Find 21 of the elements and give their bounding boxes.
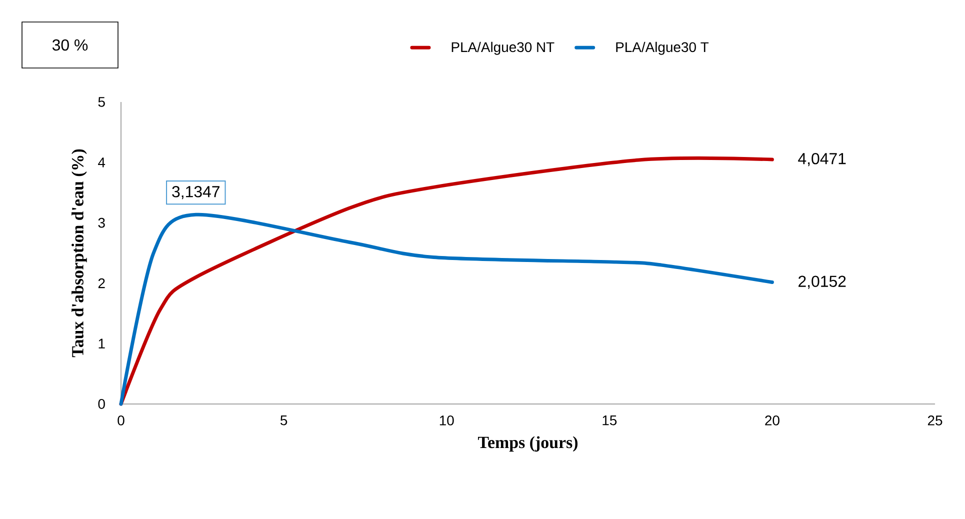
x-tick-label: 20 — [765, 416, 780, 426]
y-tick-label: 0 — [98, 399, 105, 409]
y-tick-label: 4 — [98, 158, 106, 168]
x-axis-title: Temps (jours) — [478, 436, 578, 452]
x-tick-label: 15 — [602, 416, 617, 426]
y-tick-label: 3 — [98, 218, 105, 228]
legend-label: PLA/Algue30 NT — [452, 42, 554, 55]
y-axis-title: Taux d'absorption d'eau (%) — [72, 149, 87, 358]
legend-label: PLA/Algue30 T — [616, 42, 709, 55]
x-tick-label: 25 — [928, 416, 942, 426]
data-label: 3,1347 — [172, 186, 220, 200]
line-series — [119, 212, 774, 406]
y-tick-label: 1 — [98, 338, 105, 348]
y-tick-label: 5 — [98, 97, 105, 107]
x-tick-label: 0 — [118, 416, 124, 426]
text: 30 % — [52, 39, 88, 51]
x-tick-label: 5 — [280, 416, 288, 426]
data-label: 4,0471 — [798, 152, 846, 166]
x-tick-label: 10 — [440, 416, 454, 426]
y-tick-label: 2 — [98, 278, 105, 288]
data-label: 2,0152 — [798, 276, 846, 289]
